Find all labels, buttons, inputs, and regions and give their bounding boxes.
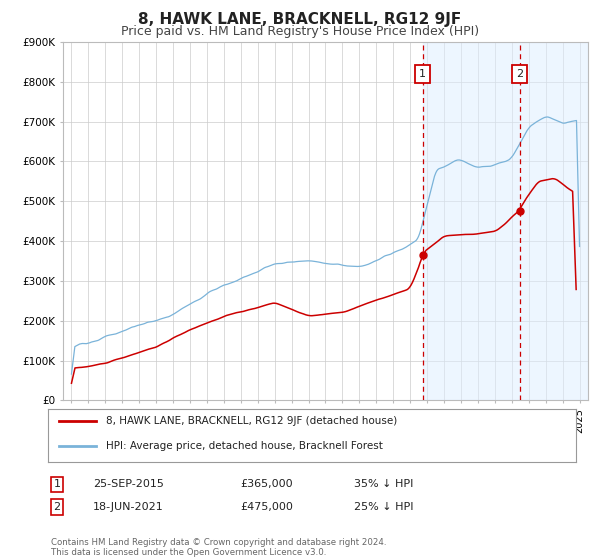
Text: 2: 2 — [516, 69, 523, 79]
Text: 8, HAWK LANE, BRACKNELL, RG12 9JF (detached house): 8, HAWK LANE, BRACKNELL, RG12 9JF (detac… — [106, 416, 397, 426]
Text: 25-SEP-2015: 25-SEP-2015 — [93, 479, 164, 489]
Text: £475,000: £475,000 — [240, 502, 293, 512]
Text: 2: 2 — [53, 502, 61, 512]
Text: 35% ↓ HPI: 35% ↓ HPI — [354, 479, 413, 489]
Text: 25% ↓ HPI: 25% ↓ HPI — [354, 502, 413, 512]
Text: Price paid vs. HM Land Registry's House Price Index (HPI): Price paid vs. HM Land Registry's House … — [121, 25, 479, 38]
Text: 1: 1 — [53, 479, 61, 489]
Text: 8, HAWK LANE, BRACKNELL, RG12 9JF: 8, HAWK LANE, BRACKNELL, RG12 9JF — [139, 12, 461, 27]
Text: Contains HM Land Registry data © Crown copyright and database right 2024.
This d: Contains HM Land Registry data © Crown c… — [51, 538, 386, 557]
Text: 18-JUN-2021: 18-JUN-2021 — [93, 502, 164, 512]
Text: 1: 1 — [419, 69, 426, 79]
Text: HPI: Average price, detached house, Bracknell Forest: HPI: Average price, detached house, Brac… — [106, 441, 383, 451]
Bar — [422, 42, 588, 400]
Text: £365,000: £365,000 — [240, 479, 293, 489]
